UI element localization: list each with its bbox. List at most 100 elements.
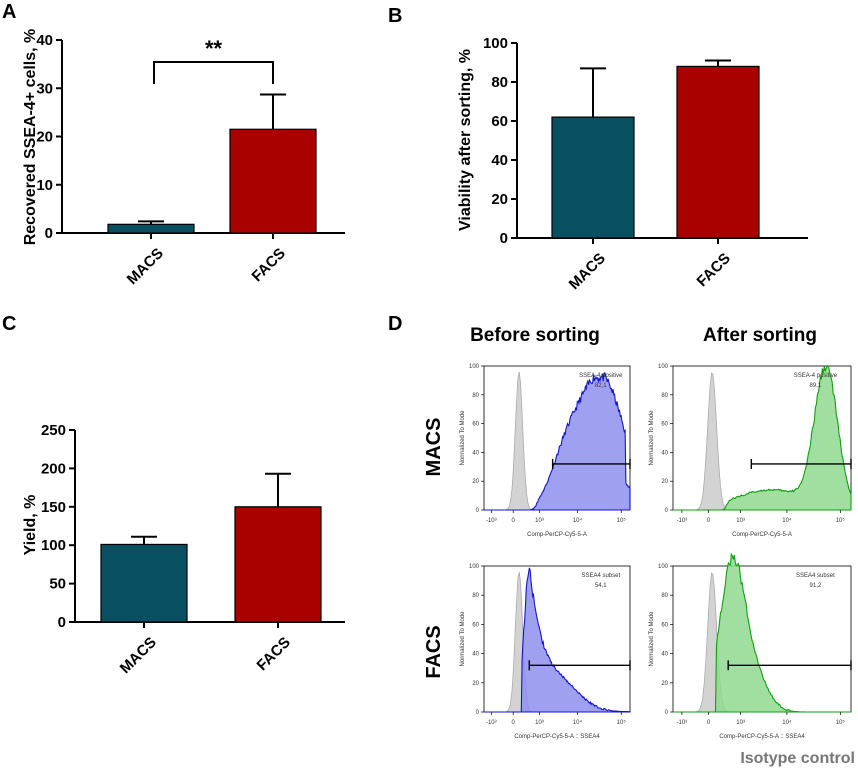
y-axis-title: Normalized To Mode (649, 611, 655, 667)
y-tick-label: 60 (472, 622, 479, 628)
y-axis-title: Viability after sorting, % (457, 49, 474, 231)
x-tick-label: 10⁴ (782, 517, 792, 524)
gate-value: 89,1 (810, 383, 822, 389)
y-tick-label: 40 (472, 652, 479, 658)
significance-bracket (153, 61, 274, 84)
y-tick-label: 50 (49, 576, 66, 593)
y-tick-label: 80 (472, 593, 479, 599)
category-label: MACS (566, 250, 609, 293)
y-tick-label: 20 (661, 479, 668, 485)
y-tick-label: 20 (472, 479, 479, 485)
x-tick-label: -10³ (486, 720, 497, 726)
y-tick-label: 0 (45, 225, 53, 242)
x-tick-label: 10⁴ (782, 719, 792, 726)
y-tick-label: 0 (58, 614, 66, 631)
gate-value: 54,1 (595, 583, 607, 589)
y-tick-label: 0 (476, 710, 480, 716)
panel-label-d: D (388, 313, 402, 335)
panel-label-a: A (2, 1, 16, 23)
y-tick-label: 40 (491, 152, 508, 169)
category-label: FACS (249, 245, 289, 285)
bar-facs (229, 128, 317, 234)
y-tick-label: 40 (661, 450, 668, 456)
y-tick-label: 40 (472, 450, 479, 456)
y-tick-label: 0 (665, 710, 669, 716)
x-tick-label: 10³ (535, 518, 544, 524)
sample-histogram (673, 552, 851, 713)
y-tick-label: 0 (500, 230, 508, 247)
y-tick-label: 150 (41, 499, 66, 516)
y-tick-label: 60 (661, 422, 668, 428)
bar-macs (551, 116, 635, 239)
x-tick-label: -10³ (677, 720, 688, 726)
x-tick-label: -10³ (677, 518, 688, 524)
y-axis-title: Normalized To Mode (649, 410, 655, 466)
x-axis-title: Comp-PerCP-Cy5-5-A (732, 532, 792, 538)
y-tick-label: 200 (41, 460, 66, 477)
y-tick-label: 60 (491, 113, 508, 130)
histogram-macs-after: SSEA-4 positive 89,1 0 20 40 60 80 100 Normalize… (649, 364, 852, 538)
x-axis-title: Comp-PerCP-Cy5-5-A :: SSEA4 (719, 734, 805, 740)
panel-label-b: B (388, 5, 402, 27)
gate-name: SSEA4 subset (796, 573, 835, 579)
histogram-macs-before: SSEA-4 positive 82,1 0 20 40 60 80 100 Normalize… (460, 364, 631, 538)
x-tick-label: 10⁵ (836, 719, 846, 726)
y-tick-label: 100 (658, 564, 669, 570)
y-tick-label: 40 (661, 652, 668, 658)
histogram-facs-after: SSEA4 subset 91,2 0 20 40 60 80 100 Normalized T… (649, 552, 852, 740)
x-tick-label: -10³ (486, 518, 497, 524)
y-axis-title: Yield, % (22, 495, 39, 556)
y-tick-label: 80 (472, 393, 479, 399)
y-tick-label: 20 (491, 191, 508, 208)
y-axis-title: Normalized To Mode (460, 410, 466, 466)
y-tick-label: 100 (469, 364, 480, 370)
x-tick-label: 10⁴ (573, 719, 583, 726)
gate-name: SSEA-4 positive (579, 373, 623, 379)
y-tick-label: 100 (469, 564, 480, 570)
sample-histogram (673, 364, 852, 511)
col-header-after: After sorting (703, 325, 817, 346)
y-tick-label: 20 (36, 129, 53, 146)
sample-histogram (484, 372, 631, 511)
y-tick-label: 100 (41, 537, 66, 554)
x-axis-title: Comp-PerCP-Cy5-5-A (527, 532, 587, 538)
x-tick-label: 10³ (736, 518, 745, 524)
y-tick-label: 100 (658, 364, 669, 370)
x-tick-label: 0 (512, 518, 516, 524)
y-axis-title: Recovered SSEA-4+ cells, % (22, 29, 39, 246)
x-tick-label: 10³ (736, 720, 745, 726)
x-axis-title: Comp-PerCP-Cy5-5-A :: SSEA4 (514, 734, 600, 740)
histogram-facs-before: SSEA4 subset 54,1 0 20 40 60 80 100 Normalized T… (460, 564, 631, 740)
y-axis-title: Normalized To Mode (460, 611, 466, 667)
sample-histogram (484, 567, 631, 713)
category-label: FACS (254, 634, 294, 674)
gate-name: SSEA-4 positive (794, 373, 838, 379)
y-tick-label: 30 (36, 80, 53, 97)
y-tick-label: 40 (36, 32, 53, 49)
x-tick-label: 0 (707, 720, 711, 726)
x-tick-label: 10⁴ (573, 517, 583, 524)
bar-facs (234, 506, 322, 623)
y-tick-label: 100 (483, 35, 508, 52)
y-tick-label: 60 (472, 422, 479, 428)
y-tick-label: 20 (661, 681, 668, 687)
x-tick-label: 10³ (535, 720, 544, 726)
bar-macs (100, 543, 188, 623)
x-tick-label: 10⁵ (836, 517, 846, 524)
bar-facs (676, 65, 760, 239)
y-tick-label: 0 (476, 508, 480, 514)
y-tick-label: 250 (41, 422, 66, 439)
significance-annotation: ** (205, 36, 223, 61)
y-tick-label: 0 (665, 508, 669, 514)
chart-c: 0 50 100 150 200 250 Yield, % MACS FACS (22, 422, 345, 677)
panel-label-c: C (2, 313, 16, 335)
col-header-before: Before sorting (470, 325, 600, 346)
bar-macs (107, 223, 195, 234)
chart-b: 0 20 40 60 80 100 Viability after sorting, % MA… (457, 35, 808, 293)
gate-name: SSEA4 subset (581, 573, 620, 579)
x-tick-label: 0 (512, 720, 516, 726)
x-tick-label: 10⁵ (617, 517, 627, 524)
isotype-control-label: Isotype control (740, 750, 855, 767)
